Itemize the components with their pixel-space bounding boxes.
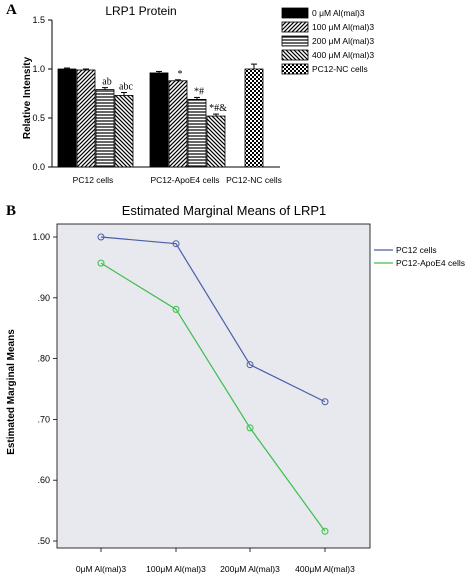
chart-a-legend-swatch	[281, 21, 309, 33]
chart-a-legend-swatch	[281, 63, 309, 75]
chart-b-legend-label: PC12-ApoE4 cells	[396, 258, 465, 268]
panel-a-letter: A	[6, 2, 17, 18]
chart-a-legend-label: PC12-NC cells	[312, 64, 368, 74]
chart-a-legend-swatch	[281, 35, 309, 47]
chart-a-legend-label: 200 μM Al(mal)3	[312, 36, 374, 46]
chart-a-title: LRP1 Protein	[105, 4, 176, 18]
chart-b-ytick-label: .70	[37, 414, 50, 424]
panel-b-letter: B	[6, 203, 16, 219]
chart-a-bar	[206, 115, 226, 168]
chart-a-ytick-label: 0.0	[32, 162, 45, 172]
chart-a-bar	[168, 80, 188, 168]
chart-a-plot: 0.0 0.5 1.0 1.5 ab abc * *# *#& PC12 cells PC12-Ap…	[32, 15, 281, 185]
chart-a-category-label: PC12 cells	[73, 175, 114, 185]
chart-b-point	[97, 233, 105, 241]
chart-a-category-label: PC12-NC cells	[226, 175, 282, 185]
chart-b-xtick-label: 100μM Al(mal)3	[146, 564, 206, 574]
chart-b-ytick-label: 1.00	[32, 232, 50, 242]
chart-b-title: Estimated Marginal Means of LRP1	[122, 203, 326, 218]
chart-b-ytick-label: .80	[37, 354, 50, 364]
chart-b-xtick-label: 200μM Al(mal)3	[220, 564, 280, 574]
chart-b-point	[172, 240, 180, 248]
chart-b-ytick-label: .50	[37, 536, 50, 546]
chart-b-plot-area	[56, 223, 371, 549]
chart-a-legend-label: 100 μM Al(mal)3	[312, 22, 374, 32]
chart-a-annotation: *#	[194, 86, 204, 97]
chart-a-legend: 0 μM Al(mal)3 100 μM Al(mal)3 200 μM Al(ma…	[281, 7, 374, 75]
chart-b-point	[246, 361, 254, 369]
chart-a-legend-swatch	[281, 49, 309, 61]
chart-b-legend-label: PC12 cells	[396, 245, 437, 255]
chart-b-xtick-label: 0μM Al(mal)3	[76, 564, 127, 574]
chart-a-annotation: abc	[119, 82, 133, 93]
chart-a-annotation: *#&	[209, 103, 227, 114]
chart-b-point	[246, 424, 254, 432]
chart-a-ytick-label: 1.0	[32, 64, 45, 74]
chart-a-bar	[95, 89, 115, 168]
chart-b-ytick-label: .60	[37, 475, 50, 485]
chart-a-bar	[244, 68, 264, 168]
chart-b-point	[321, 527, 329, 535]
chart-b-point	[321, 398, 329, 406]
chart-b-ylabel: Estimated Marginal Means	[6, 329, 17, 455]
chart-a-legend-swatch	[281, 7, 309, 19]
chart-a-legend-label: 400 μM Al(mal)3	[312, 50, 374, 60]
chart-a-legend-label: 0 μM Al(mal)3	[312, 8, 365, 18]
chart-a-bar	[76, 69, 96, 168]
chart-b-legend: PC12 cells PC12-ApoE4 cells	[374, 245, 465, 268]
chart-b-plot: 1.00 .90 .80 .70 .60 .50 0μM Al(mal)3 100μM Al(…	[32, 223, 371, 574]
chart-a-annotation: ab	[102, 77, 111, 88]
chart-b-series-line	[100, 236, 326, 403]
chart-a-bar	[187, 98, 207, 168]
chart-a-bar	[114, 95, 134, 168]
chart-a-ytick-label: 1.5	[32, 15, 45, 25]
chart-b-point	[97, 259, 105, 267]
chart-a-bar	[149, 72, 169, 168]
chart-b-series-line	[100, 262, 326, 532]
chart-b-point	[172, 305, 180, 313]
chart-a-bar	[57, 68, 77, 168]
chart-a-ylabel: Relative Intensity	[22, 56, 33, 139]
chart-b-ytick-label: .90	[37, 293, 50, 303]
chart-a-category-label: PC12-ApoE4 cells	[151, 175, 220, 185]
chart-a-ytick-label: 0.5	[32, 113, 45, 123]
chart-b-xtick-label: 400μM Al(mal)3	[295, 564, 355, 574]
chart-a-annotation: *	[178, 69, 183, 80]
